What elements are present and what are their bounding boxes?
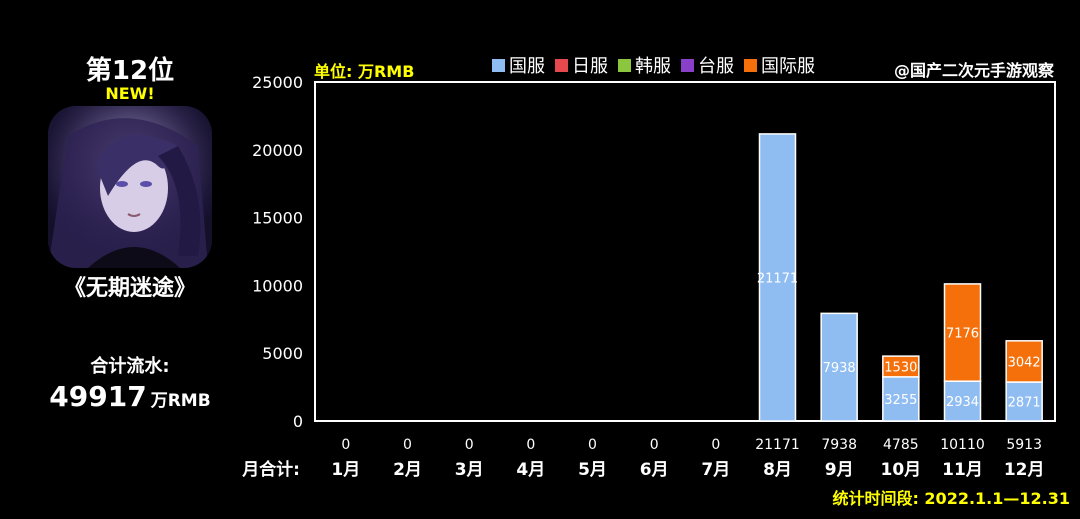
total-revenue-unit: 万RMB — [150, 391, 211, 411]
legend-item-tw: 台服 — [681, 52, 734, 78]
monthly-total-value: 7938 — [821, 437, 857, 453]
watermark: @国产二次元手游观察 — [893, 61, 1054, 80]
data-label: 7176 — [946, 327, 979, 342]
x-tick-label: 10月 — [880, 460, 921, 480]
new-badge: NEW! — [105, 84, 155, 103]
legend-swatch — [681, 58, 694, 72]
x-tick-label: 12月 — [1004, 460, 1045, 480]
x-tick-label: 7月 — [701, 460, 730, 480]
monthly-total-label: 月合计: — [241, 459, 300, 480]
x-tick-label: 3月 — [455, 460, 484, 480]
legend-swatch — [555, 58, 568, 72]
monthly-total-value: 10110 — [940, 437, 985, 453]
y-tick-label: 15000 — [252, 209, 303, 228]
chart-legend: 国服 日服 韩服 台服 国际服 — [492, 52, 815, 78]
monthly-total-value: 0 — [650, 437, 659, 453]
data-label: 2871 — [1008, 396, 1041, 411]
legend-label: 台服 — [698, 56, 734, 77]
bar-segment-cn — [943, 380, 982, 422]
total-revenue-value: 49917 — [49, 380, 147, 413]
x-tick-label: 11月 — [942, 460, 983, 480]
data-label: 3042 — [1008, 355, 1041, 370]
y-tick-label: 10000 — [252, 276, 303, 295]
bar-segment-cn — [758, 133, 797, 422]
legend-label: 国服 — [509, 56, 545, 77]
game-icon — [48, 106, 212, 268]
x-tick-label: 4月 — [516, 460, 545, 480]
y-tick-label: 20000 — [252, 141, 303, 160]
x-tick-label: 8月 — [763, 460, 792, 480]
y-tick-label: 5000 — [262, 344, 303, 363]
y-tick-label: 25000 — [252, 73, 303, 92]
x-tick-label: 5月 — [578, 460, 607, 480]
legend-swatch — [618, 58, 631, 72]
monthly-total-value: 0 — [526, 437, 535, 453]
monthly-total-value: 5913 — [1006, 437, 1042, 453]
legend-swatch — [492, 58, 505, 72]
legend-label: 韩服 — [635, 56, 671, 77]
data-label: 3255 — [884, 393, 917, 408]
bar-segment-intl — [943, 283, 982, 382]
data-label: 2934 — [946, 395, 979, 410]
monthly-total-value: 0 — [711, 437, 720, 453]
game-name: 《无期迷途》 — [63, 276, 196, 301]
legend-item-cn: 国服 — [492, 52, 545, 78]
data-label: 21171 — [757, 271, 798, 286]
data-label: 7938 — [823, 361, 856, 376]
x-tick-label: 6月 — [640, 460, 669, 480]
monthly-total-value: 0 — [465, 437, 474, 453]
unit-label: 单位: 万RMB — [314, 62, 415, 81]
monthly-total-value: 4785 — [883, 437, 919, 453]
statistics-period: 统计时间段: 2022.1.1—12.31 — [832, 489, 1070, 508]
legend-swatch — [744, 58, 757, 72]
bar-segment-cn — [820, 312, 858, 422]
legend-item-jp: 日服 — [555, 52, 608, 78]
monthly-total-value: 0 — [588, 437, 597, 453]
monthly-total-value: 21171 — [755, 437, 800, 453]
legend-item-intl: 国际服 — [744, 52, 815, 78]
game-info-panel: 第12位 NEW! 《无期迷途》 合计流水: 49917 万RMB — [0, 0, 260, 519]
monthly-total-value: 0 — [403, 437, 412, 453]
plot-area-frame — [314, 81, 1056, 422]
bar-segment-intl — [1005, 340, 1043, 383]
legend-item-kr: 韩服 — [618, 52, 671, 78]
total-revenue-label: 合计流水: — [90, 356, 170, 377]
legend-label: 日服 — [572, 56, 608, 77]
monthly-total-value: 0 — [341, 437, 350, 453]
rank-label: 第12位 — [85, 56, 175, 86]
legend-label: 国际服 — [761, 56, 815, 77]
bar-segment-intl — [882, 355, 920, 378]
y-tick-label: 0 — [293, 412, 303, 431]
data-label: 1530 — [884, 360, 917, 375]
x-tick-label: 9月 — [825, 460, 854, 480]
total-revenue: 49917 万RMB — [0, 380, 260, 413]
x-tick-label: 2月 — [393, 460, 422, 480]
x-tick-label: 1月 — [331, 460, 360, 480]
